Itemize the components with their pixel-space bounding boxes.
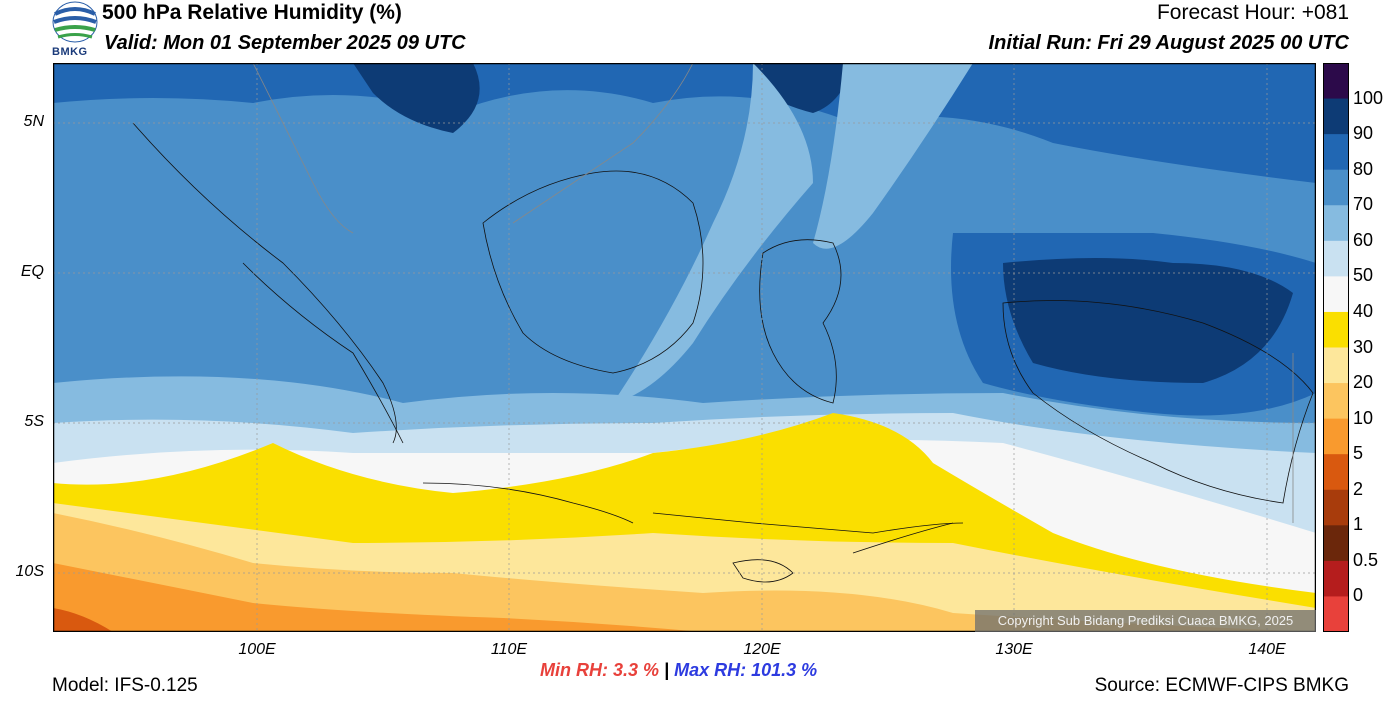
colorbar-swatch xyxy=(1323,383,1349,420)
colorbar-label: 60 xyxy=(1353,229,1374,250)
initial-run: Initial Run: Fri 29 August 2025 00 UTC xyxy=(988,32,1349,54)
lon-label-100e: 100E xyxy=(238,641,276,658)
logo-text: BMKG xyxy=(52,46,88,58)
map-title: 500 hPa Relative Humidity (%) xyxy=(102,1,402,24)
colorbar-label: 2 xyxy=(1353,478,1364,499)
colorbar-label: 80 xyxy=(1353,158,1374,179)
colorbar-label: 0 xyxy=(1353,585,1364,606)
colorbar-swatch xyxy=(1323,596,1349,633)
colorbar-swatch xyxy=(1323,63,1349,100)
colorbar-swatch xyxy=(1323,418,1349,455)
min-rh-value: 3.3 % xyxy=(613,660,660,680)
colorbar-label: 90 xyxy=(1353,123,1374,144)
lat-label-5n: 5N xyxy=(23,113,44,130)
source-info: Source: ECMWF-CIPS BMKG xyxy=(1094,675,1349,696)
bmkg-logo-icon xyxy=(50,0,100,62)
lon-label-130e: 130E xyxy=(995,641,1033,658)
colorbar-swatch xyxy=(1323,347,1349,384)
colorbar-swatch xyxy=(1323,454,1349,491)
lon-label-120e: 120E xyxy=(743,641,781,658)
colorbar-label: 10 xyxy=(1353,407,1374,428)
colorbar-label: 0.5 xyxy=(1353,549,1379,570)
colorbar-label: 100 xyxy=(1353,87,1384,108)
colorbar xyxy=(1323,63,1349,633)
stats-separator: | xyxy=(664,660,670,680)
lat-label-5s: 5S xyxy=(24,413,44,430)
lat-label-10s: 10S xyxy=(15,563,44,580)
humidity-map xyxy=(52,62,1317,633)
colorbar-label: 20 xyxy=(1353,372,1374,393)
colorbar-swatch xyxy=(1323,311,1349,348)
rh-stats: Min RH: 3.3 % | Max RH: 101.3 % xyxy=(540,660,817,681)
lat-label-eq: EQ xyxy=(20,263,44,280)
colorbar-swatch xyxy=(1323,489,1349,526)
min-rh-label: Min RH: xyxy=(540,660,608,680)
valid-time: Valid: Mon 01 September 2025 09 UTC xyxy=(104,32,466,54)
colorbar-swatch xyxy=(1323,98,1349,135)
colorbar-label: 50 xyxy=(1353,265,1374,286)
colorbar-swatch xyxy=(1323,205,1349,242)
colorbar-swatch xyxy=(1323,276,1349,313)
colorbar-swatch xyxy=(1323,134,1349,171)
colorbar-label: 40 xyxy=(1353,300,1374,321)
colorbar-label: 70 xyxy=(1353,194,1374,215)
lon-label-110e: 110E xyxy=(490,641,528,658)
copyright-note: Copyright Sub Bidang Prediksi Cuaca BMKG… xyxy=(975,610,1316,632)
colorbar-swatch xyxy=(1323,240,1349,277)
model-info: Model: IFS-0.125 xyxy=(52,675,198,696)
colorbar-swatch xyxy=(1323,169,1349,206)
colorbar-label: 5 xyxy=(1353,443,1364,464)
colorbar-label: 30 xyxy=(1353,336,1374,357)
colorbar-label: 1 xyxy=(1353,514,1364,535)
colorbar-swatch xyxy=(1323,525,1349,562)
forecast-hour: Forecast Hour: +081 xyxy=(1156,1,1349,24)
colorbar-swatch xyxy=(1323,560,1349,597)
max-rh-value: Max RH: 101.3 % xyxy=(674,660,818,680)
lon-label-140e: 140E xyxy=(1248,641,1286,658)
